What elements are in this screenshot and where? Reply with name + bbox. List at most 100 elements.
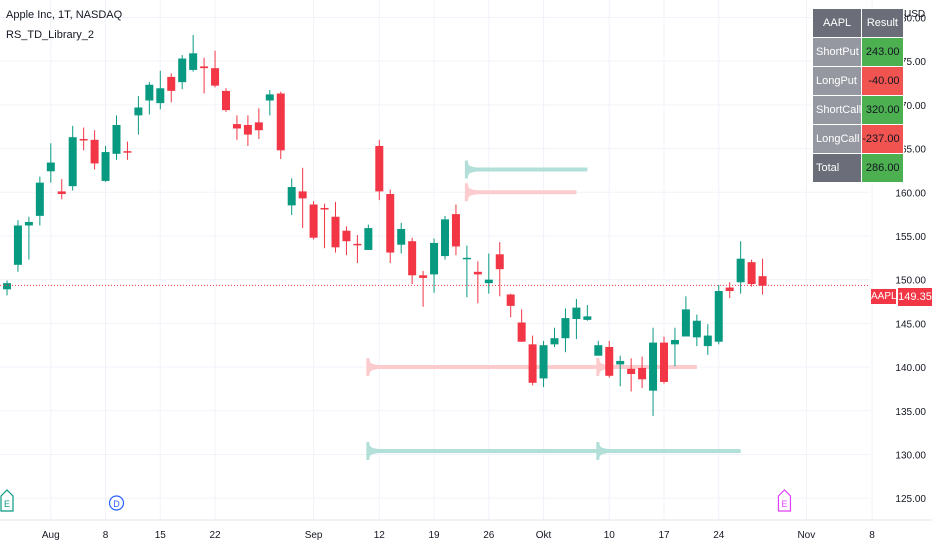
y-tick-label: 125.00 [895, 494, 926, 505]
candle-body [276, 93, 285, 151]
grid [0, 0, 932, 521]
candle-body [265, 94, 274, 101]
event-letter: E [781, 499, 787, 509]
band-marker [366, 358, 379, 377]
candle-body [123, 151, 132, 153]
candle-body [309, 204, 318, 238]
event-marker-E[interactable]: E [777, 489, 792, 512]
candle-body [222, 90, 230, 111]
y-tick-label: 180.00 [895, 13, 926, 24]
y-tick-label: 150.00 [895, 276, 926, 287]
y-tick-label: 160.00 [895, 188, 926, 199]
y-tick-label: 145.00 [895, 319, 926, 330]
results-row-value: -40.00 [861, 66, 904, 96]
x-tick-label: Nov [797, 530, 815, 541]
results-row-longput: LongPut -40.00 [811, 66, 904, 96]
candle-body [320, 208, 329, 210]
x-tick-label: 24 [713, 530, 725, 541]
y-axis[interactable]: 125.00 130.00 135.00 140.00 145.00 150.00 155.… [895, 13, 926, 505]
event-letter: D [113, 499, 120, 509]
x-tick-label: Okt [536, 530, 552, 541]
candle-body [550, 338, 559, 345]
candle-body [287, 187, 296, 206]
last-price-symbol-tag: AAPL [871, 289, 897, 304]
candle-body [13, 225, 22, 265]
candle-body [539, 345, 548, 379]
y-tick-label: 135.00 [895, 407, 926, 418]
x-tick-label: 8 [869, 530, 875, 541]
candle-body [112, 124, 121, 154]
y-tick-label: 175.00 [895, 57, 926, 68]
candle-body [57, 191, 66, 195]
x-tick-label: 12 [374, 530, 386, 541]
candle-body [79, 138, 88, 141]
candle-body [101, 152, 110, 181]
results-total-label: Total [811, 153, 863, 183]
candle-body [68, 137, 77, 187]
y-tick-label: 130.00 [895, 450, 926, 461]
x-tick-label: 22 [209, 530, 221, 541]
candle-body [484, 279, 493, 284]
candle-body [616, 360, 625, 365]
candle-body [353, 243, 362, 246]
candle-body [167, 76, 176, 91]
results-header-row: AAPL Result [811, 8, 904, 38]
results-row-value: 243.00 [861, 37, 904, 67]
candle-body [24, 221, 33, 226]
candle-body [670, 339, 679, 345]
earnings-marker [777, 489, 792, 512]
results-row-label: LongCall [811, 124, 863, 154]
candle-body [660, 342, 668, 382]
y-tick-label: 155.00 [895, 232, 926, 243]
candle-body [572, 307, 581, 319]
y-tick-label: 165.00 [895, 145, 926, 156]
candle-body [736, 258, 745, 283]
indicator-title[interactable]: RS_TD_Library_2 [6, 29, 95, 41]
candle-body [462, 257, 471, 260]
candle-body [692, 320, 701, 338]
candle-body [298, 191, 307, 199]
candle-body [430, 242, 439, 275]
band-marker [464, 183, 477, 202]
band-marker [464, 160, 477, 179]
candle-body [649, 342, 658, 391]
candle-body [3, 283, 11, 290]
band-marker [366, 441, 379, 460]
currency-label: USD [904, 9, 926, 20]
candle-body [386, 194, 395, 253]
y-tick-label: 170.00 [895, 101, 926, 112]
candle-body [189, 53, 198, 70]
event-letter: E [4, 499, 10, 509]
candle-body [408, 241, 417, 276]
event-marker-D[interactable]: D [108, 495, 125, 511]
candle-body [419, 275, 428, 278]
results-row-label: LongPut [811, 66, 863, 96]
candle-body [90, 139, 99, 164]
results-row-longcall: LongCall -237.00 [811, 124, 904, 154]
candle-body [594, 345, 603, 356]
results-row-label: ShortPut [811, 37, 863, 67]
event-marker-E[interactable]: E [0, 489, 14, 512]
earnings-marker [0, 489, 14, 512]
results-col-result: Result [861, 8, 904, 38]
candle-body [331, 216, 340, 248]
results-total-value: 286.00 [861, 153, 904, 183]
candle-body [703, 335, 712, 347]
results-col-symbol: AAPL [811, 8, 863, 38]
x-axis[interactable]: Aug 8 15 22 Sep 12 19 26 Okt 10 17 24 Nov 8 [42, 530, 875, 541]
results-row-label: ShortCall [811, 95, 863, 125]
candle-body [583, 316, 592, 320]
candle-body [681, 309, 690, 337]
candle-body [254, 122, 263, 131]
candle-body [747, 262, 756, 285]
symbol-title[interactable]: Apple Inc, 1T, NASDAQ [6, 9, 123, 21]
candle-body [35, 182, 44, 216]
candle-body [178, 58, 187, 83]
candle-body [473, 271, 482, 275]
results-row-shortcall: ShortCall 320.00 [811, 95, 904, 125]
candle-body [397, 228, 406, 245]
x-tick-label: 19 [428, 530, 440, 541]
